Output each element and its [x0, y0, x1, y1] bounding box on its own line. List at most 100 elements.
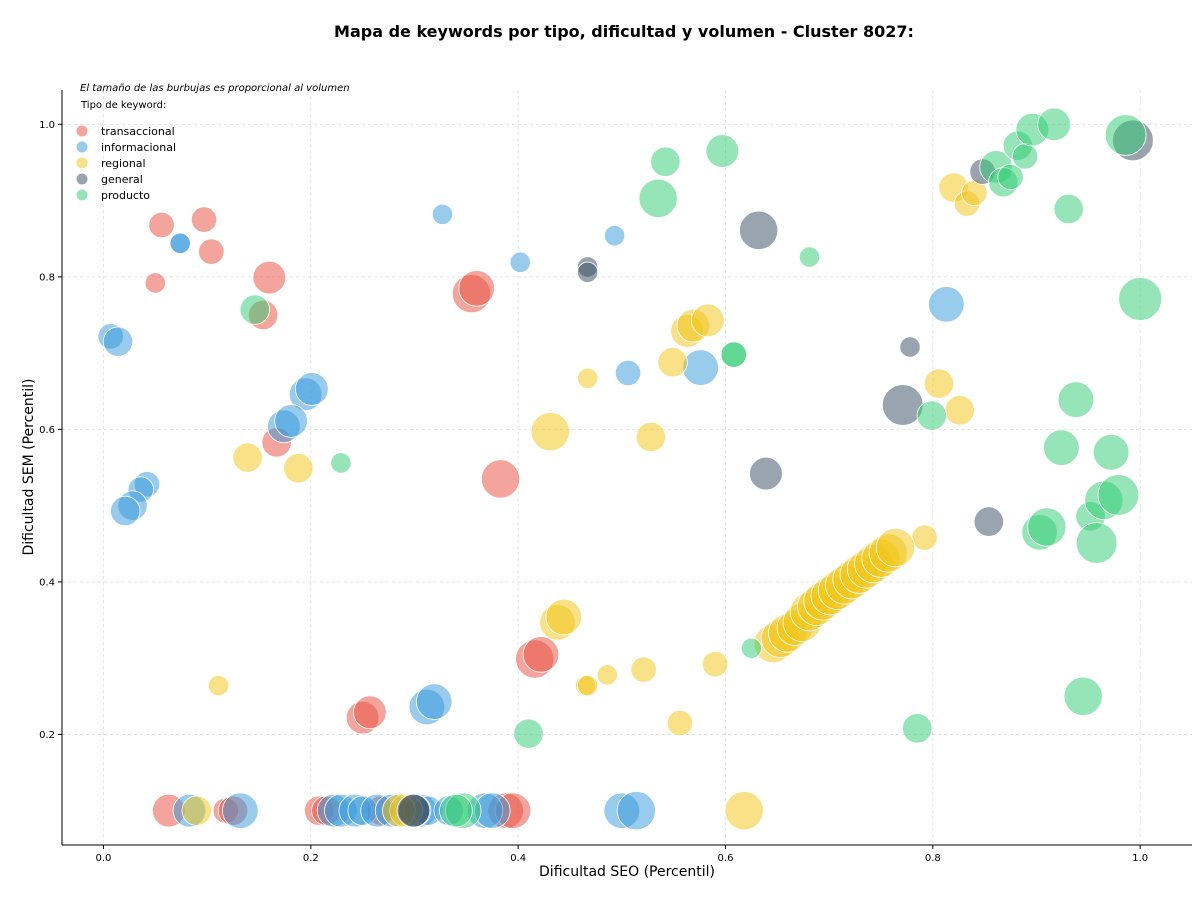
bubble-informacional [616, 791, 656, 831]
bubble-producto [439, 793, 473, 828]
bubble-producto [1043, 429, 1080, 466]
bubble-transaccional [522, 636, 560, 673]
bubble-informacional [509, 251, 531, 273]
bubble-transaccional [353, 695, 387, 730]
legend-label-regional: regional [101, 157, 146, 170]
bubble-transaccional [198, 238, 225, 265]
bubble-regional [875, 527, 916, 568]
bubble-general [899, 336, 921, 358]
legend-marker-transaccional [76, 125, 88, 137]
bubble-transaccional [148, 211, 175, 239]
bubble-regional [923, 368, 955, 399]
bubble-producto [239, 294, 270, 325]
bubble-producto [1092, 433, 1130, 471]
bubble-producto [1075, 522, 1118, 564]
bubble-general [881, 384, 924, 426]
y-tick-label: 0.4 [39, 577, 55, 588]
bubble-regional [207, 675, 230, 697]
bubble-informacional [274, 404, 308, 438]
bubble-producto [650, 146, 681, 177]
bubble-informacional [169, 232, 191, 254]
bubble-informacional [110, 495, 141, 527]
bubble-producto [1057, 381, 1095, 418]
bubble-informacional [222, 792, 259, 829]
bubble-transaccional [480, 459, 521, 499]
legend-label-producto: producto [101, 189, 150, 202]
x-axis-label: Dificultad SEO (Percentil) [539, 864, 715, 880]
bubble-producto [638, 178, 678, 218]
bubble-producto [916, 400, 947, 431]
chart-title: Mapa de keywords por tipo, dificultad y … [334, 22, 914, 41]
bubble-producto [1027, 507, 1067, 547]
y-tick-label: 0.8 [39, 272, 55, 283]
bubble-regional [701, 651, 729, 678]
bubble-transaccional [458, 270, 495, 307]
legend-label-informacional: informacional [101, 141, 176, 154]
grid [62, 90, 1192, 845]
bubble-producto [1097, 474, 1140, 516]
x-tick-label: 0.6 [718, 853, 734, 864]
legend-marker-general [76, 173, 88, 185]
bubble-producto [720, 341, 747, 368]
bubble-informacional [415, 683, 453, 720]
bubble-regional [181, 795, 212, 826]
bubble-producto [1053, 193, 1084, 225]
bubble-general [396, 793, 431, 828]
legend-marker-regional [76, 157, 88, 169]
bubble-regional [545, 598, 583, 636]
x-tick-label: 0.0 [96, 853, 112, 864]
bubble-general [749, 456, 783, 491]
bubble-producto [740, 637, 763, 659]
legend-marker-producto [76, 189, 88, 201]
bubble-informacional [928, 286, 965, 323]
legend-marker-informacional [76, 141, 88, 153]
bubble-informacional [431, 203, 454, 225]
bubble-general [739, 210, 779, 250]
bubble-informacional [295, 372, 329, 406]
bubble-producto [997, 163, 1024, 191]
bubble-regional [635, 421, 666, 453]
bubble-informacional [682, 349, 719, 386]
bubble-producto [330, 452, 352, 474]
y-tick-label: 0.6 [39, 425, 55, 436]
bubble-regional [944, 395, 975, 426]
bubble-producto [1063, 676, 1103, 716]
bubble-regional [283, 453, 314, 484]
legend-label-general: general [101, 173, 143, 186]
bubble-size-note: El tamaño de las burbujas es proporciona… [80, 83, 350, 94]
x-tick-label: 0.2 [303, 853, 319, 864]
bubbles [97, 107, 1163, 831]
bubble-producto [1104, 114, 1147, 156]
bubble-regional [530, 412, 570, 452]
bubble-producto [705, 134, 740, 168]
bubble-general [973, 506, 1004, 537]
bubble-producto [902, 713, 933, 744]
x-tick-label: 1.0 [1132, 853, 1148, 864]
legend-label-transaccional: transaccional [101, 125, 175, 138]
bubble-regional [232, 442, 263, 473]
bubble-transaccional [252, 260, 287, 295]
bubble-transaccional [190, 206, 218, 233]
bubble-transaccional [144, 272, 166, 294]
bubble-general [577, 261, 599, 283]
legend: transaccional informacional regional genera… [76, 125, 176, 202]
bubble-regional [691, 303, 725, 338]
x-tick-label: 0.4 [510, 853, 526, 864]
bubble-regional [911, 524, 938, 551]
bubble-regional [577, 675, 599, 697]
bubble-producto [513, 718, 544, 749]
y-tick-label: 1.0 [39, 120, 55, 131]
y-tick-label: 0.2 [39, 730, 55, 741]
ticks: 0.0 0.2 0.4 0.6 0.8 1.0 0.2 0.4 0.6 0.8 1.0 [39, 120, 1148, 864]
bubble-producto [798, 246, 821, 268]
x-tick-label: 0.8 [925, 853, 941, 864]
bubble-regional [657, 347, 688, 378]
bubble-regional [724, 791, 764, 831]
bubble-informacional [614, 359, 642, 387]
bubble-informacional [603, 225, 626, 247]
y-axis-label: Dificultad SEM (Percentil) [21, 379, 37, 556]
bubble-producto [1037, 107, 1071, 142]
axes [61, 90, 1192, 846]
bubble-regional [630, 656, 657, 683]
